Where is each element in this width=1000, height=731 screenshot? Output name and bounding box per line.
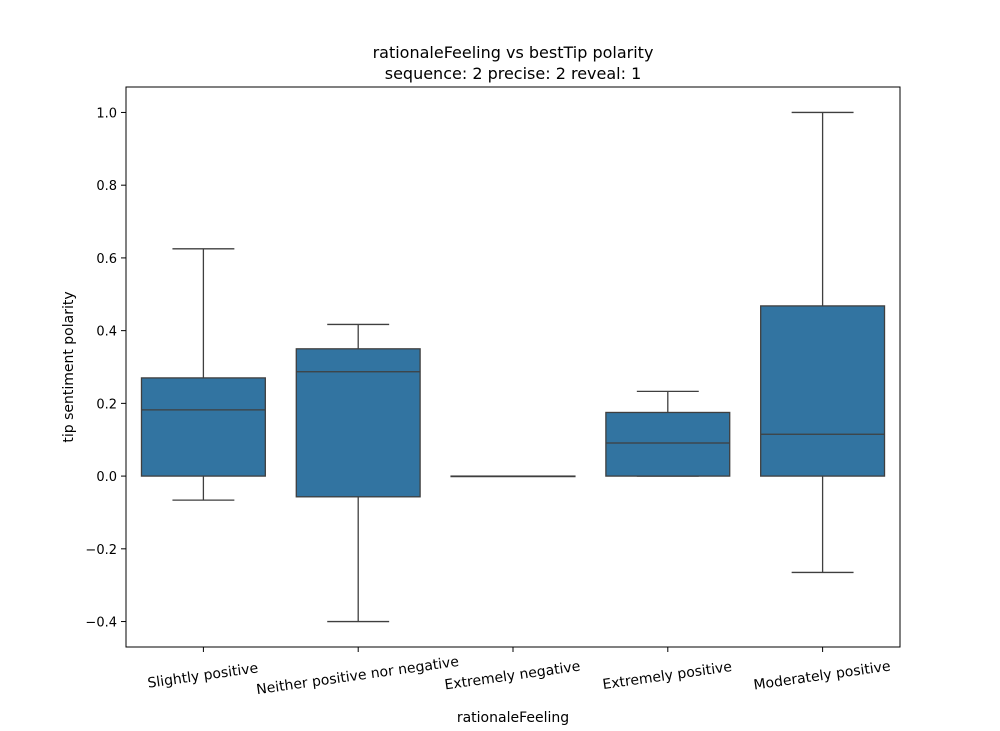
chart-subtitle: sequence: 2 precise: 2 reveal: 1 [385, 64, 642, 83]
y-tick-label: 1.0 [96, 106, 117, 121]
box-3 [605, 390, 731, 477]
x-tick-label: Moderately positive [753, 659, 892, 694]
plot-frame [125, 86, 901, 648]
y-tick-label: −0.2 [85, 543, 117, 558]
y-tick-label: 0.6 [96, 252, 117, 267]
chart-title: rationaleFeeling vs bestTip polarity [373, 43, 654, 62]
plot-area: −0.4 −0.2 0.0 0.2 0.4 0.6 0.8 1.0 Slightly posit… [85, 106, 891, 698]
y-tick-label: 0.4 [96, 325, 117, 340]
box-body [605, 411, 731, 477]
box-body [760, 305, 886, 477]
y-tick-label: 0.0 [96, 470, 117, 485]
y-tick-label: −0.4 [85, 616, 117, 631]
x-tick-label: Extremely negative [444, 659, 582, 694]
box-body [140, 377, 266, 477]
x-axis-label: rationaleFeeling [457, 710, 569, 726]
y-tick-label: 0.8 [96, 179, 117, 194]
y-axis-label: tip sentiment polarity [61, 291, 77, 442]
box-1 [295, 323, 421, 623]
box-body [295, 348, 421, 498]
x-tick-label: Slightly positive [147, 660, 260, 691]
box-4 [760, 111, 886, 574]
x-tick-label: Extremely positive [602, 659, 733, 693]
x-tick-label: Neither positive nor negative [255, 654, 460, 698]
box-2 [450, 475, 576, 478]
y-tick-label: 0.2 [96, 397, 117, 412]
box-0 [140, 248, 266, 501]
